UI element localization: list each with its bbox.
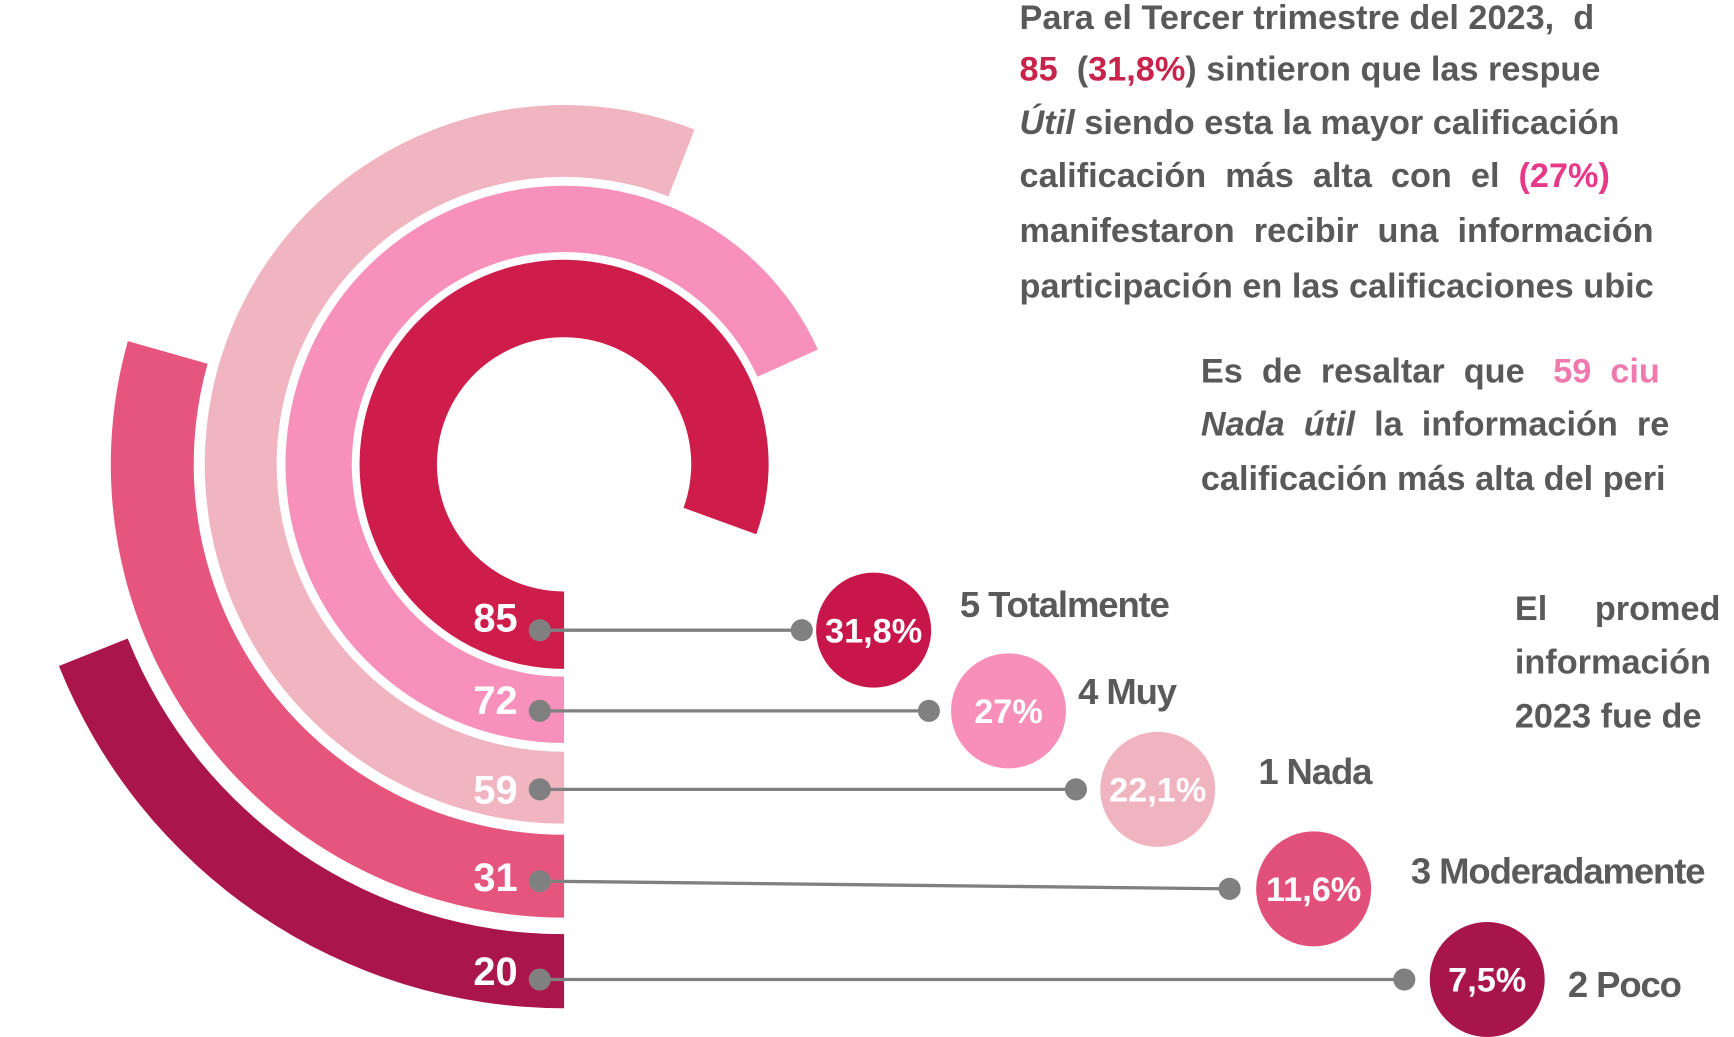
paragraph-line: El promed (1515, 590, 1721, 628)
text-segment: manifestaron recibir una información (1020, 212, 1654, 250)
paragraph-line: Nada útil la información re (1201, 406, 1669, 444)
text-segment: El promed (1515, 590, 1721, 628)
text-segment: ) sintieron que las respue (1185, 51, 1600, 89)
text-segment: Para el Tercer trimestre del 2023, d (1020, 0, 1595, 37)
percentage-bubble (951, 653, 1066, 769)
text-segment: ( (1058, 51, 1089, 89)
leader-dot (790, 619, 813, 642)
leader-dot (1218, 877, 1241, 900)
text-segment: calificación más alta del peri (1201, 460, 1666, 498)
percentage-bubble (1429, 922, 1545, 1037)
count-label: 31 (473, 856, 517, 900)
text-segment: información (1515, 643, 1711, 681)
leader-dot (528, 968, 551, 991)
paragraph-line: calificación más alta con el (27%) (1020, 157, 1610, 195)
text-segment: 31,8% (1088, 51, 1185, 89)
radial-bar (58, 638, 565, 1009)
category-label: 1 Nada (1258, 751, 1373, 792)
paragraph-line: 2023 fue de (1515, 697, 1702, 735)
text-segment: (27%) (1519, 157, 1610, 195)
paragraph-line: Para el Tercer trimestre del 2023, d (1020, 0, 1595, 37)
leader-dot (1393, 968, 1416, 991)
radial-bar (110, 341, 565, 918)
leader-dot (528, 870, 551, 893)
text-segment: Nada útil (1201, 406, 1357, 444)
text-segment: Es de resaltar que (1201, 353, 1553, 391)
text-segment: 59 ciu (1553, 353, 1660, 391)
percentage-label: 22,1% (1109, 772, 1206, 810)
text-segment: Útil (1020, 102, 1077, 142)
percentage-label: 7,5% (1448, 962, 1526, 1000)
text-segment: 85 (1020, 51, 1058, 89)
paragraph-line: manifestaron recibir una información (1020, 212, 1654, 250)
radial-bar (359, 259, 769, 669)
paragraph-line: Útil siendo esta la mayor calificación (1020, 102, 1629, 142)
radial-bar (204, 105, 695, 824)
percentage-bubble (816, 572, 932, 688)
category-label: 5 Totalmente (960, 584, 1170, 625)
percentage-bubble (1100, 731, 1216, 847)
category-label: 2 Poco (1568, 964, 1681, 1005)
percentage-bubble (1256, 831, 1372, 947)
paragraph-line: información (1515, 643, 1711, 681)
paragraph-line: calificación más alta del peri (1201, 460, 1666, 498)
text-segment: siendo esta la mayor calificación (1075, 104, 1629, 142)
count-label: 72 (473, 679, 517, 723)
count-label: 20 (473, 950, 517, 994)
text-segment: 2023 fue de (1515, 697, 1702, 735)
percentage-label: 11,6% (1266, 871, 1361, 909)
leader-dot (917, 699, 940, 722)
leader-dot (1064, 778, 1088, 801)
text-segment: participación en las calificaciones ubic (1020, 267, 1654, 305)
count-label: 85 (473, 596, 517, 640)
leader-dot (528, 699, 551, 722)
leader-dot (528, 619, 551, 642)
paragraph-line: Es de resaltar que 59 ciu (1201, 353, 1660, 391)
category-label: 3 Moderadamente (1411, 850, 1705, 891)
text-segment: la información re (1355, 406, 1669, 444)
category-label: 4 Muy (1078, 671, 1178, 712)
leader-line (539, 879, 1230, 891)
text-segment: calificación más alta con el (1020, 157, 1519, 195)
leader-dot (528, 778, 551, 801)
percentage-label: 31,8% (825, 612, 922, 650)
paragraph-line: 85 (31,8%) sintieron que las respue (1020, 51, 1601, 89)
count-label: 59 (473, 769, 517, 813)
paragraph-line: participación en las calificaciones ubic (1020, 267, 1654, 305)
percentage-label: 27% (974, 693, 1043, 731)
